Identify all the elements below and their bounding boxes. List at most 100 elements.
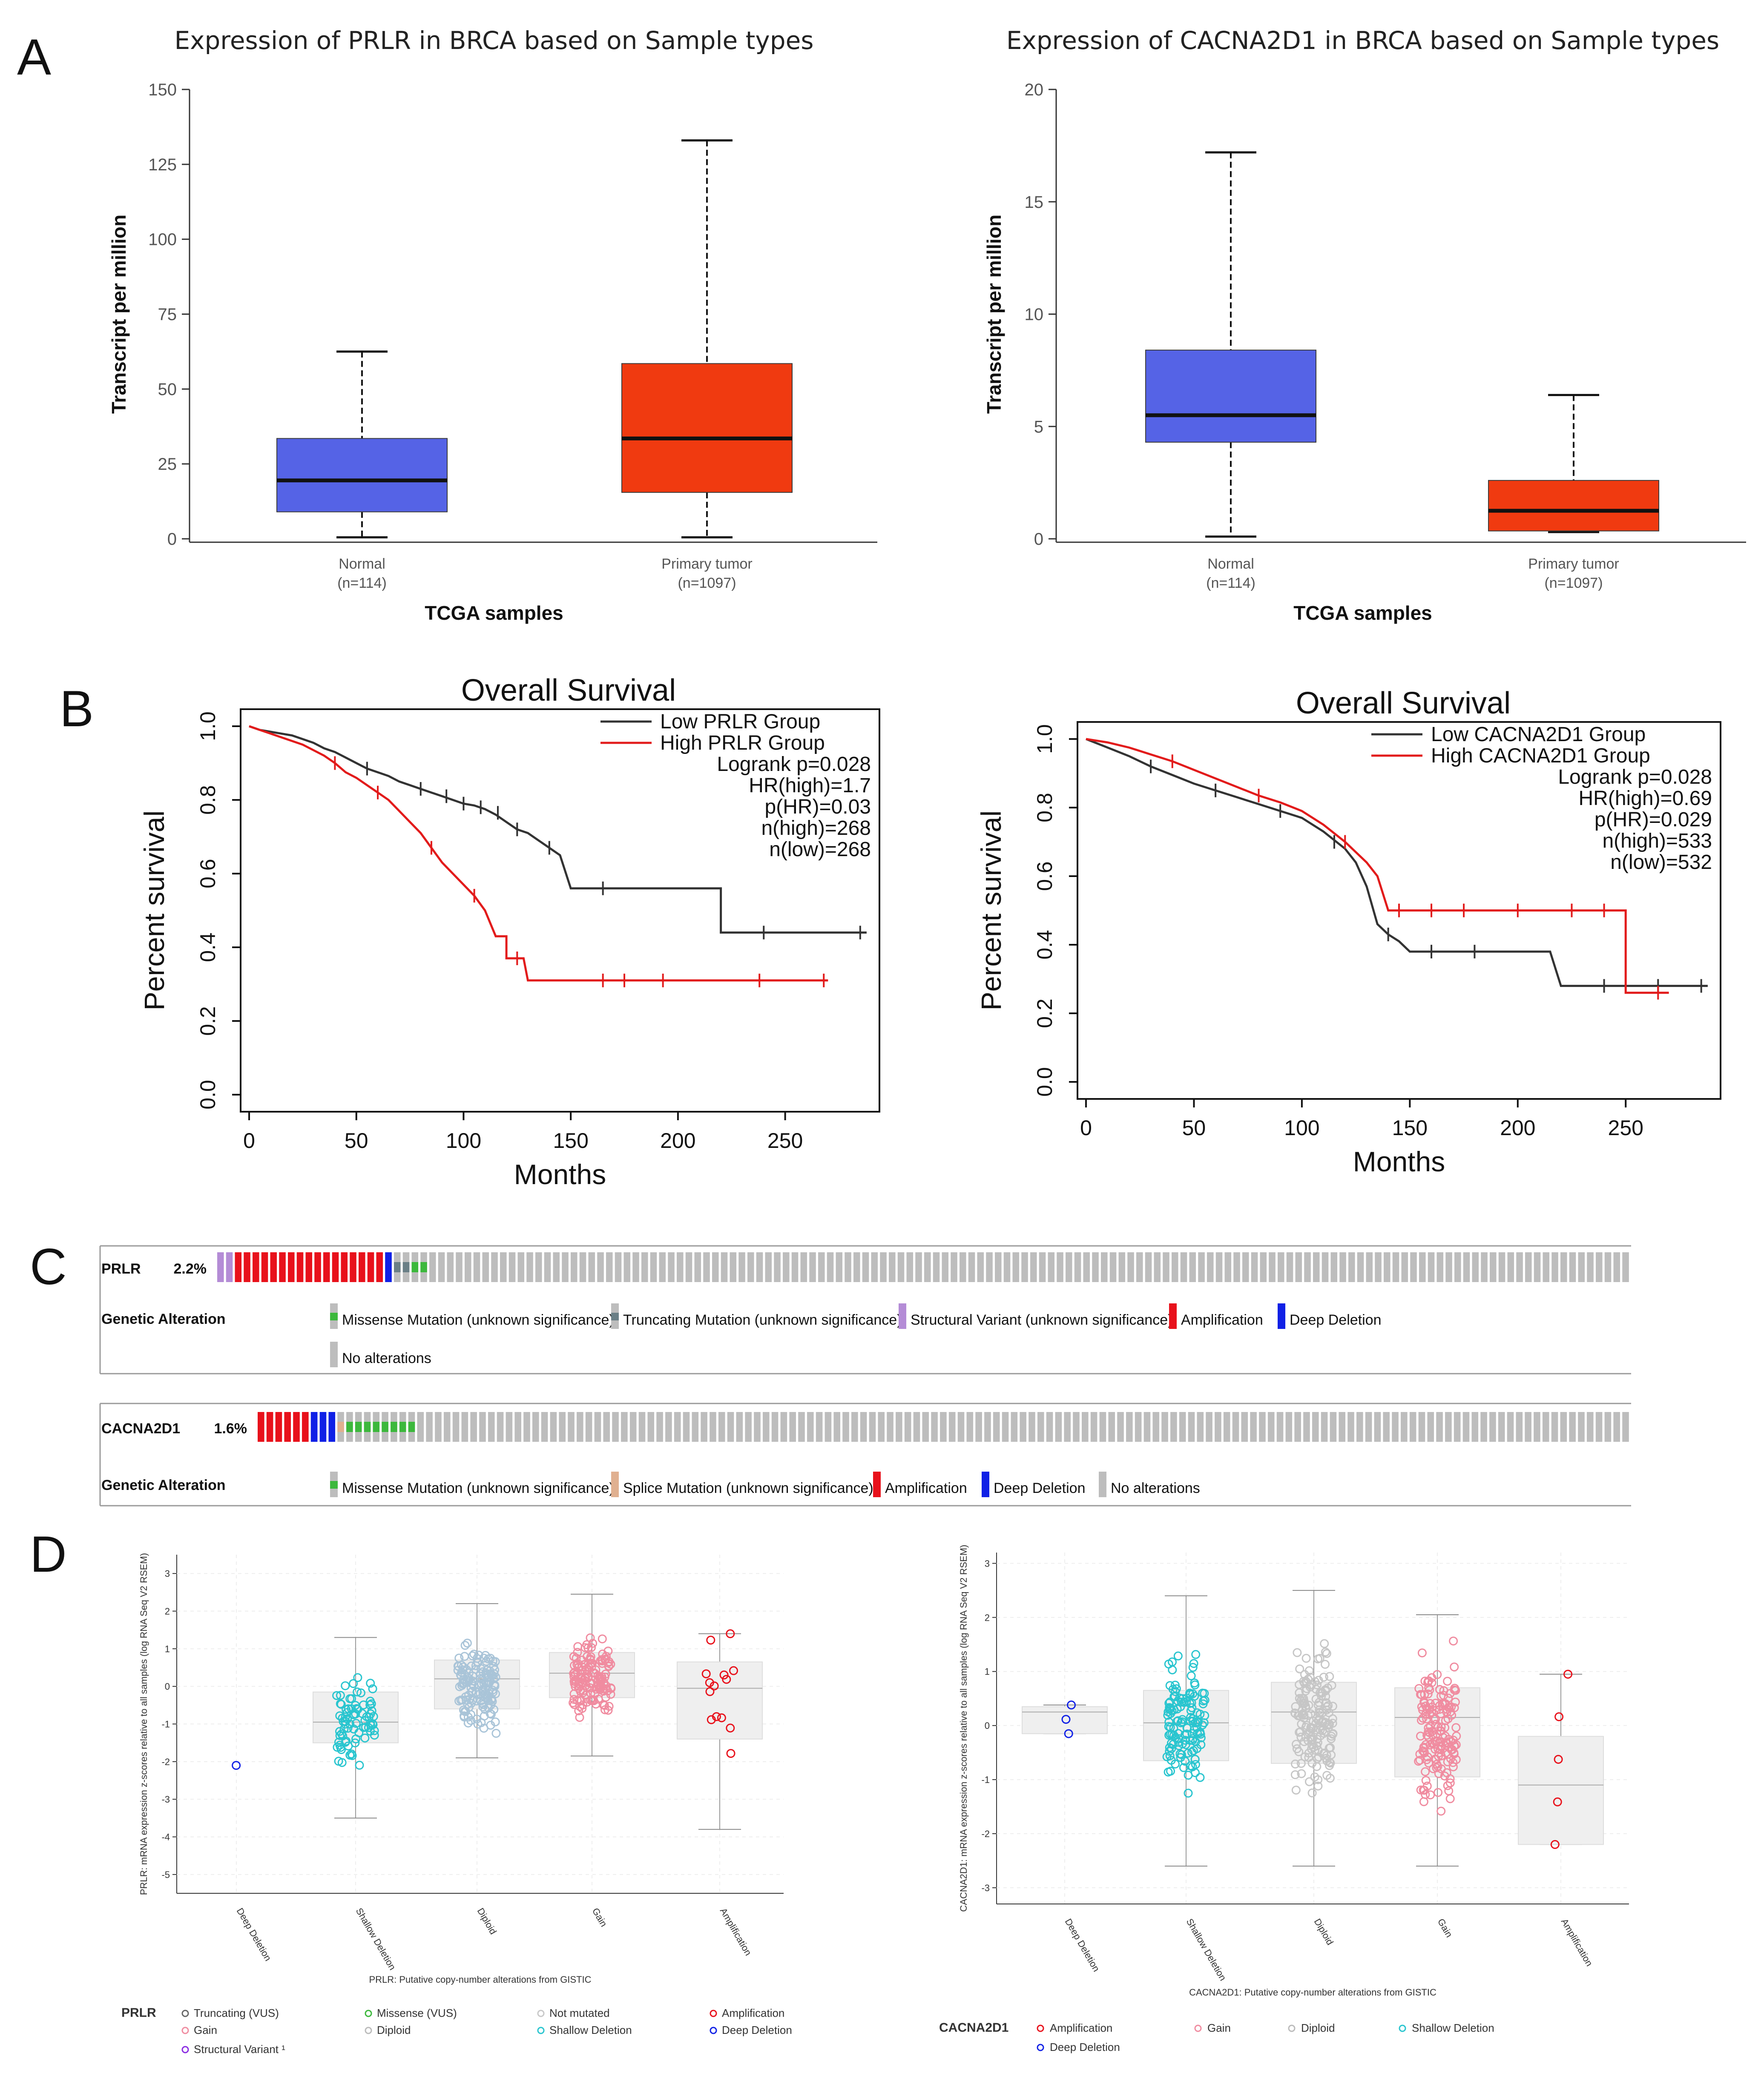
sample-bar	[1039, 1252, 1046, 1282]
data-point	[1436, 1742, 1446, 1751]
legend-marker	[365, 2027, 372, 2034]
sample-bar	[1233, 1252, 1240, 1282]
y-tick-label: 75	[158, 305, 177, 324]
sample-bar	[585, 1412, 592, 1442]
y-tick-label: 0.8	[196, 785, 220, 815]
legend-label: Truncating (VUS)	[194, 2007, 279, 2019]
sample-bar	[656, 1412, 663, 1442]
data-point	[485, 1689, 494, 1698]
category-label: Shallow Deletion	[1184, 1917, 1229, 1982]
sample-bar	[694, 1252, 701, 1282]
sample-bar	[880, 1252, 887, 1282]
sample-bar	[692, 1412, 699, 1442]
data-point	[707, 1715, 716, 1724]
sample-bar	[1587, 1252, 1594, 1282]
sample-bar	[957, 1412, 965, 1442]
sample-bar	[871, 1252, 878, 1282]
category-label: Amplification	[1559, 1917, 1595, 1968]
sample-bar	[789, 1412, 796, 1442]
data-point	[1419, 1786, 1428, 1795]
data-point	[354, 1728, 364, 1737]
data-point	[488, 1656, 497, 1666]
sample-bar	[509, 1252, 516, 1282]
legend-gene: PRLR	[121, 2006, 156, 2020]
sample-bar	[562, 1252, 569, 1282]
data-point	[1436, 1709, 1445, 1718]
sample-bar	[1569, 1252, 1576, 1282]
sample-bar	[1278, 1252, 1284, 1282]
data-point	[471, 1665, 480, 1674]
data-point	[460, 1652, 469, 1661]
sample-bar	[762, 1412, 770, 1442]
category-label: Diploid	[1312, 1917, 1336, 1947]
data-point	[1316, 1731, 1325, 1740]
legend-label: Splice Mutation (unknown significance)	[623, 1480, 873, 1496]
sample-bar	[1207, 1252, 1214, 1282]
y-tick-label: 100	[148, 230, 177, 249]
data-point	[1067, 1700, 1076, 1710]
data-point	[1292, 1744, 1301, 1754]
data-point	[1064, 1729, 1073, 1738]
sample-bar	[710, 1412, 716, 1442]
y-tick-label: -2	[161, 1757, 170, 1767]
legend-marker	[181, 2046, 189, 2053]
legend-marker	[1399, 2024, 1406, 2032]
data-point	[729, 1666, 738, 1675]
sample-bar	[1428, 1252, 1435, 1282]
sample-bar	[738, 1252, 745, 1282]
data-point	[461, 1707, 470, 1716]
data-point	[473, 1720, 483, 1729]
data-point	[1318, 1708, 1327, 1717]
legend-label: Deep Deletion	[722, 2024, 792, 2036]
sample-bar	[1418, 1412, 1425, 1442]
data-point	[1451, 1697, 1460, 1707]
data-point	[584, 1672, 593, 1681]
data-point	[1304, 1666, 1314, 1675]
sample-bar	[1366, 1252, 1373, 1282]
sample-bar	[756, 1252, 763, 1282]
sample-bar	[1232, 1412, 1239, 1442]
sample-bar	[1267, 1412, 1275, 1442]
data-point	[1446, 1707, 1455, 1717]
mutation-mark	[408, 1422, 415, 1432]
sample-bar	[1374, 1412, 1381, 1442]
mutation-mark	[355, 1422, 362, 1432]
legend-marker	[537, 2027, 545, 2034]
sample-bar	[1339, 1252, 1346, 1282]
data-point	[349, 1710, 359, 1719]
data-point	[1416, 1731, 1425, 1741]
data-point	[477, 1679, 486, 1688]
sample-bar	[623, 1252, 631, 1282]
data-point	[1292, 1740, 1301, 1749]
data-point	[1171, 1687, 1180, 1696]
y-tick-label: 150	[148, 81, 177, 99]
legend-stat: n(low)=532	[1610, 851, 1712, 874]
sample-bar	[791, 1252, 799, 1282]
sample-bar	[1135, 1412, 1142, 1442]
sample-bar	[1409, 1412, 1416, 1442]
sample-bar	[1498, 1412, 1505, 1442]
y-tick-label: -4	[161, 1832, 170, 1843]
data-point	[1307, 1735, 1316, 1745]
y-axis-label: Transcript per million	[108, 215, 130, 414]
y-axis-label: PRLR: mRNA expression z-scores relative …	[138, 1553, 149, 1895]
sample-bar	[1498, 1252, 1505, 1282]
category-label: Amplification	[718, 1906, 754, 1958]
sample-bar	[683, 1412, 690, 1442]
sample-bar	[906, 1252, 914, 1282]
sample-bar	[948, 1412, 956, 1442]
data-point	[571, 1682, 580, 1691]
y-axis-label: Percent survival	[138, 811, 170, 1011]
data-point	[1195, 1773, 1205, 1782]
data-point	[1179, 1763, 1188, 1772]
legend-stat: n(high)=268	[761, 817, 871, 840]
sample-bar	[253, 1252, 259, 1282]
data-point	[335, 1731, 345, 1740]
category-n: (n=114)	[1206, 575, 1255, 591]
data-point	[722, 1675, 731, 1684]
sample-bar	[807, 1412, 814, 1442]
data-point	[1190, 1678, 1199, 1688]
legend-label: Shallow Deletion	[1412, 2022, 1494, 2034]
y-tick-label: 10	[1025, 305, 1044, 324]
sample-bar	[1055, 1412, 1062, 1442]
